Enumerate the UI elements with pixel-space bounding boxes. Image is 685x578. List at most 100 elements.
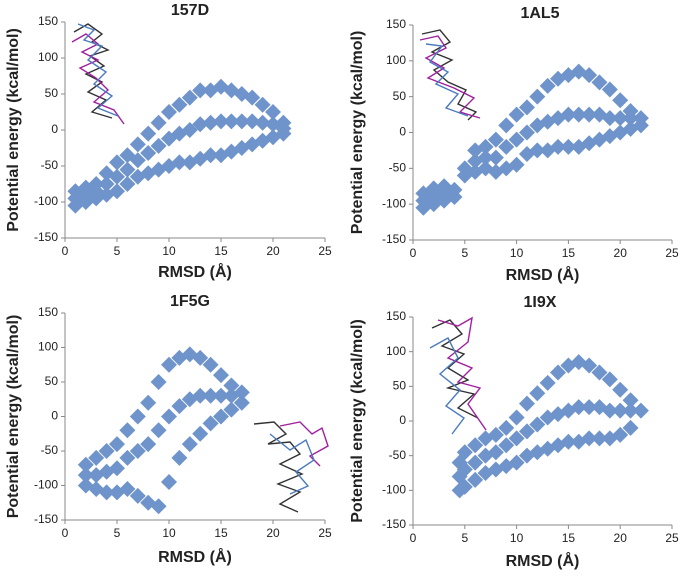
y-tick-label: -150	[382, 517, 406, 531]
y-tick-label: 100	[38, 340, 58, 354]
point	[213, 113, 229, 130]
chart-title: 1F5G	[170, 293, 210, 310]
point	[601, 81, 618, 98]
point	[477, 149, 494, 166]
x-axis-label: RMSD (Å)	[158, 547, 232, 566]
point	[77, 467, 94, 484]
point	[233, 113, 250, 130]
point	[487, 149, 504, 166]
point	[77, 456, 94, 473]
x-tick-label: 25	[665, 246, 679, 260]
panel: 1I9X RMSD (Å) Potential energy (kcal/mol) -…	[349, 294, 679, 570]
point	[539, 374, 556, 391]
point	[570, 399, 587, 416]
point	[244, 113, 261, 130]
point	[119, 422, 136, 439]
point	[612, 402, 629, 419]
point	[581, 357, 598, 374]
point	[161, 356, 177, 373]
point	[601, 371, 618, 388]
y-tick-label: -100	[34, 194, 58, 208]
point	[171, 96, 188, 113]
point	[150, 498, 167, 515]
point	[192, 116, 209, 133]
structure-inset	[71, 23, 125, 125]
point	[518, 395, 535, 412]
y-tick-label: -50	[389, 448, 407, 462]
y-tick-label: 150	[38, 305, 58, 319]
point	[498, 117, 515, 134]
point	[456, 444, 473, 461]
point	[508, 156, 525, 173]
y-axis-label: Potential energy (kcal/mol)	[349, 31, 366, 235]
x-tick-label: 15	[562, 531, 576, 545]
chart-title: 1I9X	[524, 294, 557, 311]
y-tick-label: 150	[386, 309, 406, 323]
point	[150, 374, 167, 390]
point	[487, 131, 504, 148]
point	[275, 114, 292, 131]
point	[612, 381, 629, 398]
point	[223, 377, 240, 394]
point	[129, 443, 146, 459]
structure-inset	[253, 421, 329, 513]
x-axis-label: RMSD (Å)	[506, 551, 580, 570]
y-tick-label: 50	[45, 86, 59, 100]
point	[467, 471, 484, 488]
point	[560, 106, 577, 123]
x-tick-label: 0	[62, 244, 69, 258]
point	[591, 364, 608, 381]
point	[622, 392, 639, 409]
point	[213, 367, 229, 384]
y-tick-label: -50	[389, 161, 407, 175]
point	[498, 138, 515, 155]
point	[446, 181, 463, 198]
point	[529, 142, 546, 159]
point	[202, 356, 219, 373]
point	[109, 436, 125, 453]
x-tick-label: 25	[318, 526, 332, 540]
y-tick-label: 50	[393, 89, 407, 103]
point	[88, 449, 105, 466]
point	[456, 461, 473, 478]
point	[581, 67, 598, 84]
y-tick-label: -150	[34, 512, 58, 526]
point	[129, 487, 146, 504]
point	[456, 478, 473, 495]
x-tick-label: 20	[614, 246, 628, 260]
point	[140, 394, 157, 411]
point	[487, 444, 504, 461]
point	[550, 138, 567, 155]
point	[498, 419, 515, 436]
point	[129, 408, 146, 425]
points	[77, 346, 250, 515]
x-axis-label: RMSD (Å)	[506, 265, 580, 284]
y-tick-label: 0	[51, 122, 58, 136]
point	[581, 106, 598, 123]
point	[498, 437, 515, 454]
point	[508, 430, 525, 447]
x-tick-label: 20	[266, 526, 280, 540]
point	[591, 74, 608, 91]
point	[529, 416, 546, 433]
x-tick-label: 25	[318, 244, 332, 258]
point	[581, 430, 598, 447]
point	[518, 423, 535, 440]
point	[171, 398, 188, 415]
point	[150, 114, 167, 131]
point	[508, 131, 525, 148]
point	[612, 110, 629, 127]
point	[233, 384, 250, 401]
point	[192, 82, 209, 99]
point	[632, 110, 649, 127]
point	[171, 449, 188, 466]
point	[601, 110, 618, 127]
point	[518, 99, 535, 116]
y-tick-label: 0	[399, 125, 406, 139]
point	[109, 154, 125, 171]
point	[467, 454, 484, 471]
point	[202, 387, 219, 404]
structure-insets	[71, 23, 487, 513]
